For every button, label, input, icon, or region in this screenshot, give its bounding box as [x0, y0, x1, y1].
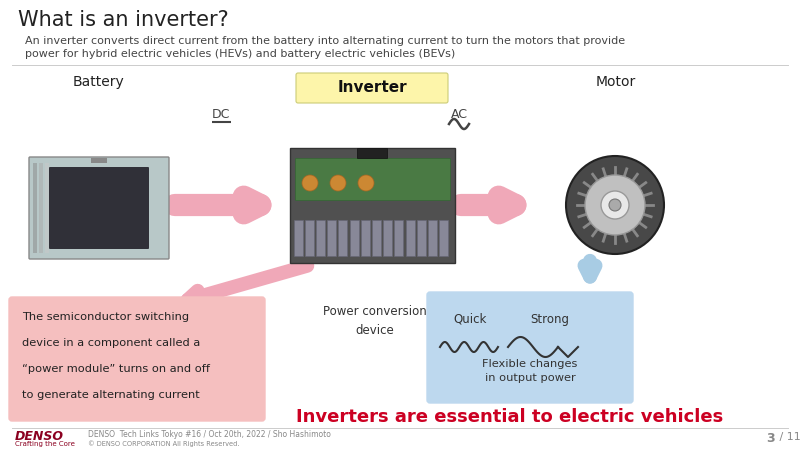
Text: Inverter: Inverter [337, 79, 407, 94]
Bar [294, 220, 303, 256]
Circle shape [302, 175, 318, 191]
Text: 3: 3 [766, 432, 775, 445]
Text: DENSO  Tech Links Tokyo #16 / Oct 20th, 2022 / Sho Hashimoto: DENSO Tech Links Tokyo #16 / Oct 20th, 2… [88, 430, 331, 439]
Text: Strong: Strong [530, 313, 570, 326]
Bar [361, 220, 370, 256]
Bar [428, 220, 437, 256]
Bar [350, 220, 359, 256]
Bar [372, 220, 381, 256]
Circle shape [330, 175, 346, 191]
Text: power for hybrid electric vehicles (HEVs) and battery electric vehicles (BEVs): power for hybrid electric vehicles (HEVs… [25, 49, 455, 59]
Text: to generate alternating current: to generate alternating current [22, 390, 200, 400]
Bar [295, 158, 450, 200]
FancyBboxPatch shape [296, 73, 448, 103]
Bar [33, 163, 37, 253]
FancyBboxPatch shape [49, 167, 149, 249]
Bar [39, 163, 43, 253]
FancyBboxPatch shape [9, 297, 265, 421]
Text: / 11: / 11 [776, 432, 800, 442]
Text: AC: AC [450, 108, 467, 121]
Circle shape [609, 199, 621, 211]
Bar [305, 220, 314, 256]
FancyBboxPatch shape [290, 148, 455, 263]
Text: DC: DC [212, 108, 230, 121]
Text: device in a component called a: device in a component called a [22, 338, 200, 348]
Text: © DENSO CORPORATION All Rights Reserved.: © DENSO CORPORATION All Rights Reserved. [88, 440, 239, 447]
Text: Battery: Battery [73, 75, 125, 89]
Text: Inverters are essential to electric vehicles: Inverters are essential to electric vehi… [296, 408, 724, 426]
Text: The semiconductor switching: The semiconductor switching [22, 312, 189, 322]
Circle shape [585, 175, 645, 235]
Bar [383, 220, 392, 256]
Bar [338, 220, 347, 256]
Text: Flexible changes
in output power: Flexible changes in output power [482, 359, 578, 383]
Bar [406, 220, 415, 256]
Bar [91, 158, 107, 163]
Bar [394, 220, 403, 256]
Circle shape [566, 156, 664, 254]
Text: An inverter converts direct current from the battery into alternating current to: An inverter converts direct current from… [25, 36, 625, 46]
Bar [327, 220, 336, 256]
Text: “power module” turns on and off: “power module” turns on and off [22, 364, 210, 374]
Bar [357, 148, 387, 158]
Bar [439, 220, 448, 256]
FancyBboxPatch shape [427, 292, 633, 403]
Bar [316, 220, 325, 256]
Text: What is an inverter?: What is an inverter? [18, 10, 229, 30]
FancyBboxPatch shape [29, 157, 169, 259]
Bar [45, 163, 49, 253]
Bar [417, 220, 426, 256]
Text: DENSO: DENSO [15, 430, 64, 443]
Text: Quick: Quick [454, 313, 486, 326]
Text: Crafting the Core: Crafting the Core [15, 441, 75, 447]
Text: Power conversion
device: Power conversion device [323, 305, 427, 337]
Circle shape [358, 175, 374, 191]
Text: Motor: Motor [596, 75, 636, 89]
Circle shape [601, 191, 629, 219]
